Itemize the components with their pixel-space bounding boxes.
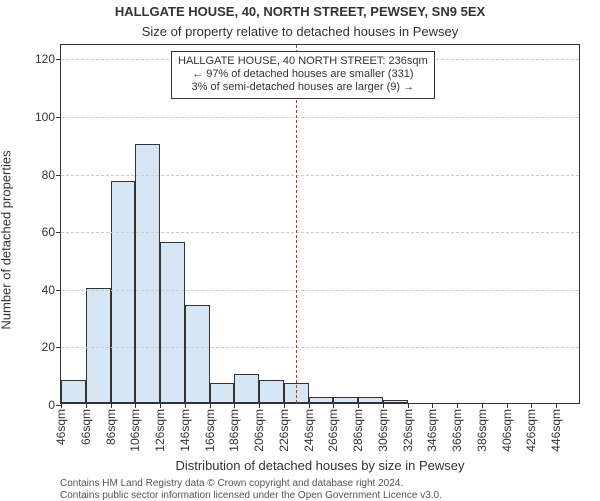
x-tick-label: 166sqm	[203, 409, 217, 452]
x-tick-label: 286sqm	[351, 409, 365, 452]
bars-layer	[61, 45, 579, 403]
x-tick-label: 206sqm	[252, 409, 266, 452]
x-tick-label: 46sqm	[54, 409, 68, 445]
x-tick-label: 86sqm	[104, 409, 118, 445]
annotation-line: 3% of semi-detached houses are larger (9…	[178, 81, 428, 94]
x-tick-label: 126sqm	[153, 409, 167, 452]
y-tick-mark	[56, 290, 61, 291]
footer-line1: Contains HM Land Registry data © Crown c…	[60, 478, 580, 489]
histogram-bar	[86, 288, 111, 403]
x-tick-mark	[234, 403, 235, 408]
x-tick-label: 226sqm	[277, 409, 291, 452]
y-tick-mark	[56, 232, 61, 233]
x-tick-mark	[507, 403, 508, 408]
grid-line	[61, 232, 579, 233]
marker-line	[296, 45, 297, 403]
x-tick-mark	[556, 403, 557, 408]
y-tick-mark	[56, 347, 61, 348]
histogram-bar	[309, 397, 334, 403]
y-tick-label: 60	[25, 225, 55, 239]
plot-area: 02040608010012046sqm66sqm86sqm106sqm126s…	[60, 44, 580, 404]
x-tick-mark	[61, 403, 62, 408]
annotation-line: ← 97% of detached houses are smaller (33…	[178, 68, 428, 81]
grid-line	[61, 175, 579, 176]
x-tick-mark	[482, 403, 483, 408]
x-tick-label: 186sqm	[227, 409, 241, 452]
x-tick-mark	[358, 403, 359, 408]
y-tick-label: 0	[25, 398, 55, 412]
x-tick-mark	[185, 403, 186, 408]
x-tick-mark	[457, 403, 458, 408]
x-axis-title: Distribution of detached houses by size …	[60, 458, 580, 473]
grid-line	[61, 117, 579, 118]
x-tick-label: 266sqm	[326, 409, 340, 452]
histogram-bar	[234, 374, 259, 403]
x-tick-mark	[86, 403, 87, 408]
x-tick-mark	[111, 403, 112, 408]
x-tick-mark	[531, 403, 532, 408]
grid-line	[61, 347, 579, 348]
y-tick-mark	[56, 59, 61, 60]
x-tick-label: 306sqm	[376, 409, 390, 452]
y-tick-mark	[56, 117, 61, 118]
x-tick-mark	[210, 403, 211, 408]
histogram-bar	[333, 397, 358, 403]
histogram-bar	[259, 380, 284, 403]
x-tick-mark	[432, 403, 433, 408]
x-tick-label: 146sqm	[178, 409, 192, 452]
y-tick-label: 20	[25, 340, 55, 354]
annotation-box: HALLGATE HOUSE, 40 NORTH STREET: 236sqm←…	[171, 51, 435, 99]
x-tick-mark	[309, 403, 310, 408]
grid-line	[61, 290, 579, 291]
y-tick-label: 120	[25, 52, 55, 66]
x-tick-mark	[259, 403, 260, 408]
y-tick-label: 80	[25, 168, 55, 182]
x-tick-label: 106sqm	[128, 409, 142, 452]
chart-container: HALLGATE HOUSE, 40, NORTH STREET, PEWSEY…	[0, 0, 600, 500]
histogram-bar	[111, 181, 136, 403]
x-tick-label: 406sqm	[500, 409, 514, 452]
x-tick-label: 66sqm	[79, 409, 93, 445]
histogram-bar	[61, 380, 86, 403]
x-tick-label: 366sqm	[450, 409, 464, 452]
x-tick-label: 426sqm	[524, 409, 538, 452]
chart-title-line2: Size of property relative to detached ho…	[0, 24, 600, 39]
histogram-bar	[210, 383, 235, 403]
x-tick-mark	[284, 403, 285, 408]
x-tick-mark	[333, 403, 334, 408]
x-tick-mark	[383, 403, 384, 408]
y-axis-label: Number of detached properties	[0, 150, 14, 329]
y-tick-mark	[56, 175, 61, 176]
x-tick-label: 386sqm	[475, 409, 489, 452]
histogram-bar	[383, 400, 408, 403]
x-tick-mark	[135, 403, 136, 408]
annotation-line: HALLGATE HOUSE, 40 NORTH STREET: 236sqm	[178, 55, 428, 68]
histogram-bar	[160, 242, 185, 403]
x-tick-mark	[408, 403, 409, 408]
y-tick-label: 100	[25, 110, 55, 124]
x-tick-mark	[160, 403, 161, 408]
x-tick-label: 346sqm	[425, 409, 439, 452]
y-tick-label: 40	[25, 283, 55, 297]
x-tick-label: 246sqm	[302, 409, 316, 452]
footer-line2: Contains public sector information licen…	[60, 490, 580, 501]
histogram-bar	[358, 397, 383, 403]
histogram-bar	[185, 305, 210, 403]
histogram-bar	[135, 144, 160, 403]
chart-title-line1: HALLGATE HOUSE, 40, NORTH STREET, PEWSEY…	[0, 4, 600, 19]
x-tick-label: 446sqm	[549, 409, 563, 452]
x-tick-label: 326sqm	[401, 409, 415, 452]
